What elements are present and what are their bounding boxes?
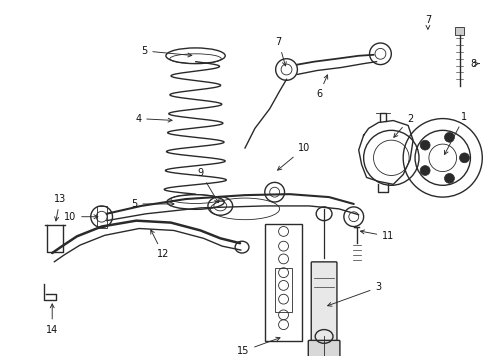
Circle shape [444, 174, 454, 183]
Text: 10: 10 [64, 212, 98, 222]
Text: 6: 6 [316, 75, 328, 99]
Text: 14: 14 [46, 304, 58, 334]
Circle shape [444, 132, 454, 142]
Text: 5: 5 [141, 46, 192, 57]
Text: 13: 13 [54, 194, 66, 221]
FancyBboxPatch shape [311, 262, 337, 342]
Bar [265, 224, 302, 341]
Circle shape [460, 153, 469, 163]
Text: 2: 2 [394, 113, 413, 137]
Text: 1: 1 [444, 112, 467, 154]
Text: 11: 11 [361, 230, 394, 241]
Text: 9: 9 [197, 167, 219, 203]
Text: 15: 15 [237, 337, 280, 356]
Circle shape [420, 166, 430, 175]
Text: 7: 7 [275, 37, 286, 66]
Text: 4: 4 [135, 113, 172, 123]
Text: 12: 12 [151, 230, 169, 259]
Bar [455, 27, 465, 35]
Text: 3: 3 [328, 282, 382, 306]
Bar [97, 206, 107, 228]
Text: 5: 5 [131, 199, 174, 209]
Circle shape [420, 140, 430, 150]
Text: 10: 10 [277, 143, 311, 170]
Text: 8: 8 [470, 59, 479, 69]
Bar [275, 268, 293, 312]
Text: 7: 7 [425, 15, 431, 29]
FancyBboxPatch shape [308, 340, 340, 360]
